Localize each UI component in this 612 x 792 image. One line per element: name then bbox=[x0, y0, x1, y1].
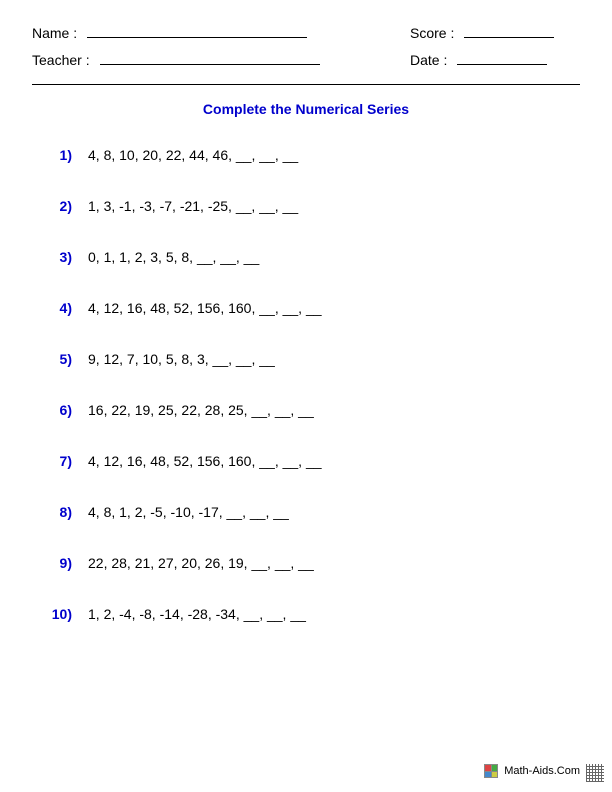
problem-row: 9) 22, 28, 21, 27, 20, 26, 19, __, __, _… bbox=[48, 555, 580, 571]
date-input-line[interactable] bbox=[457, 51, 547, 65]
problem-number: 10) bbox=[48, 606, 88, 622]
header-right-block: Score : Date : bbox=[410, 24, 580, 78]
name-label: Name : bbox=[32, 25, 77, 41]
problem-sequence: 4, 8, 10, 20, 22, 44, 46, __, __, __ bbox=[88, 147, 298, 163]
problems-list: 1) 4, 8, 10, 20, 22, 44, 46, __, __, __ … bbox=[32, 147, 580, 622]
problem-number: 2) bbox=[48, 198, 88, 214]
problem-sequence: 22, 28, 21, 27, 20, 26, 19, __, __, __ bbox=[88, 555, 314, 571]
header-left-block: Name : Teacher : bbox=[32, 24, 372, 78]
name-row: Name : bbox=[32, 24, 372, 41]
footer-site-text: Math-Aids.Com bbox=[504, 765, 580, 777]
problem-number: 5) bbox=[48, 351, 88, 367]
name-input-line[interactable] bbox=[87, 24, 307, 38]
problem-row: 10) 1, 2, -4, -8, -14, -28, -34, __, __,… bbox=[48, 606, 580, 622]
problem-row: 1) 4, 8, 10, 20, 22, 44, 46, __, __, __ bbox=[48, 147, 580, 163]
footer: Math-Aids.Com bbox=[484, 764, 580, 778]
problem-number: 7) bbox=[48, 453, 88, 469]
problem-sequence: 4, 8, 1, 2, -5, -10, -17, __, __, __ bbox=[88, 504, 289, 520]
qr-code-icon bbox=[586, 764, 604, 782]
score-label: Score : bbox=[410, 25, 454, 41]
problem-number: 6) bbox=[48, 402, 88, 418]
teacher-label: Teacher : bbox=[32, 52, 90, 68]
problem-sequence: 4, 12, 16, 48, 52, 156, 160, __, __, __ bbox=[88, 300, 322, 316]
problem-sequence: 16, 22, 19, 25, 22, 28, 25, __, __, __ bbox=[88, 402, 314, 418]
problem-row: 2) 1, 3, -1, -3, -7, -21, -25, __, __, _… bbox=[48, 198, 580, 214]
problem-number: 4) bbox=[48, 300, 88, 316]
score-row: Score : bbox=[410, 24, 580, 41]
problem-row: 4) 4, 12, 16, 48, 52, 156, 160, __, __, … bbox=[48, 300, 580, 316]
problem-number: 9) bbox=[48, 555, 88, 571]
worksheet-header: Name : Teacher : Score : Date : bbox=[32, 24, 580, 78]
problem-sequence: 9, 12, 7, 10, 5, 8, 3, __, __, __ bbox=[88, 351, 275, 367]
problem-number: 3) bbox=[48, 249, 88, 265]
problem-row: 6) 16, 22, 19, 25, 22, 28, 25, __, __, _… bbox=[48, 402, 580, 418]
teacher-row: Teacher : bbox=[32, 51, 372, 68]
problem-number: 8) bbox=[48, 504, 88, 520]
problem-row: 3) 0, 1, 1, 2, 3, 5, 8, __, __, __ bbox=[48, 249, 580, 265]
problem-row: 7) 4, 12, 16, 48, 52, 156, 160, __, __, … bbox=[48, 453, 580, 469]
worksheet-title: Complete the Numerical Series bbox=[32, 101, 580, 117]
problem-row: 5) 9, 12, 7, 10, 5, 8, 3, __, __, __ bbox=[48, 351, 580, 367]
problem-sequence: 1, 3, -1, -3, -7, -21, -25, __, __, __ bbox=[88, 198, 298, 214]
problem-row: 8) 4, 8, 1, 2, -5, -10, -17, __, __, __ bbox=[48, 504, 580, 520]
problem-sequence: 0, 1, 1, 2, 3, 5, 8, __, __, __ bbox=[88, 249, 259, 265]
problem-sequence: 1, 2, -4, -8, -14, -28, -34, __, __, __ bbox=[88, 606, 306, 622]
date-label: Date : bbox=[410, 52, 447, 68]
problem-number: 1) bbox=[48, 147, 88, 163]
teacher-input-line[interactable] bbox=[100, 51, 320, 65]
footer-logo-icon bbox=[484, 764, 498, 778]
header-divider bbox=[32, 84, 580, 85]
score-input-line[interactable] bbox=[464, 24, 554, 38]
date-row: Date : bbox=[410, 51, 580, 68]
problem-sequence: 4, 12, 16, 48, 52, 156, 160, __, __, __ bbox=[88, 453, 322, 469]
